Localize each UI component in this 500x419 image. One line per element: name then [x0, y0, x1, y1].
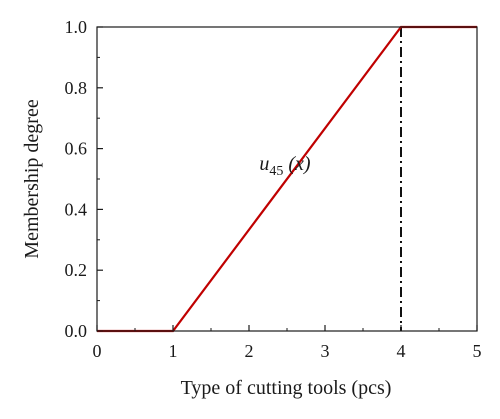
x-axis-title: Type of cutting tools (pcs) [181, 377, 392, 399]
y-tick-label: 0.0 [65, 321, 88, 341]
x-tick-label: 5 [473, 341, 482, 361]
x-tick-label: 1 [169, 341, 178, 361]
tick-labels: 0 1 2 3 4 50.00.20.40.60.81.0 [65, 17, 482, 361]
y-tick-label: 0.6 [65, 139, 88, 159]
series-line-0 [97, 25, 477, 333]
x-tick-label: 4 [397, 341, 406, 361]
y-tick-label: 0.2 [65, 260, 88, 280]
x-tick-label: 0 [93, 341, 102, 361]
x-tick-label: 2 [245, 341, 254, 361]
x-tick-label: 3 [321, 341, 330, 361]
series-annotation: u45 (x) [259, 153, 311, 179]
annotation-main: u [259, 153, 269, 175]
annotation-rest: (x) [283, 153, 311, 175]
y-tick-label: 1.0 [65, 17, 88, 37]
y-tick-label: 0.4 [65, 199, 88, 219]
axis-ticks [96, 26, 478, 332]
y-tick-label: 0.8 [65, 78, 88, 98]
y-axis-title: Membership degree [21, 99, 43, 259]
annotation-subscript: 45 [269, 164, 283, 179]
plot-area [96, 25, 478, 333]
